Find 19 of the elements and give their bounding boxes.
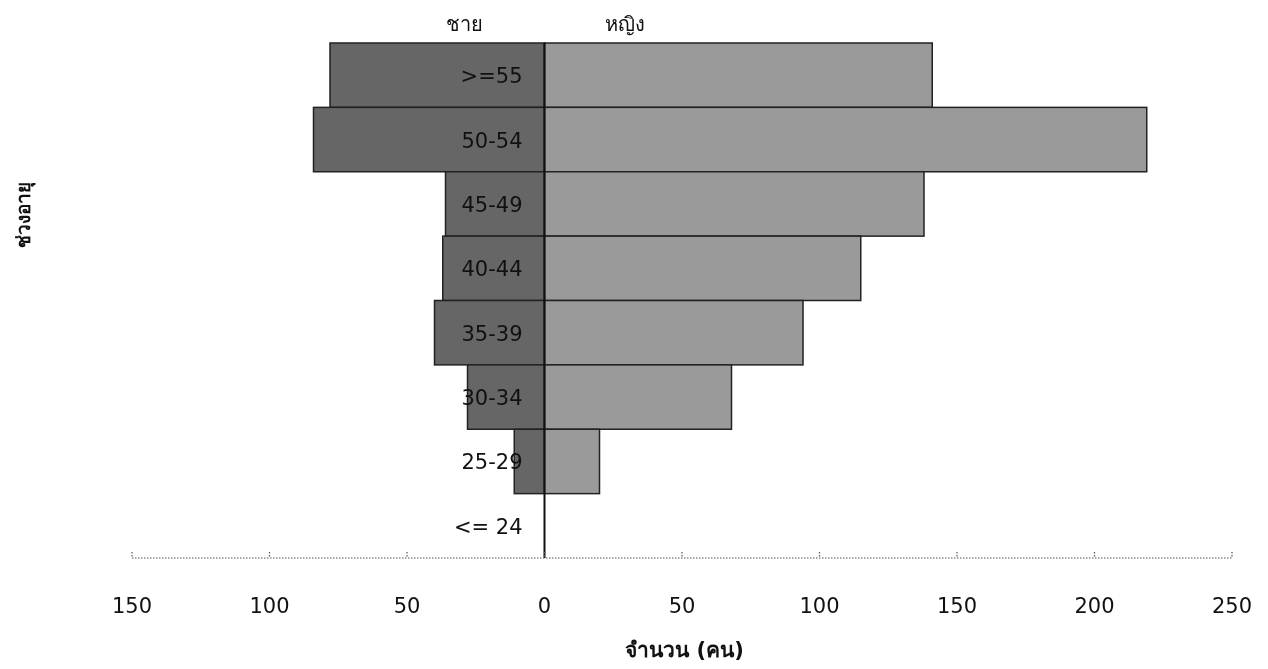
series-label: หญิง bbox=[604, 12, 645, 36]
x-tick-label: 50 bbox=[668, 594, 696, 618]
series-label: ชาย bbox=[446, 12, 483, 36]
y-tick-label: <= 24 bbox=[453, 514, 523, 539]
y-tick-label: 45-49 bbox=[461, 192, 523, 217]
y-axis-title: ช่วงอายุ bbox=[12, 182, 36, 248]
y-tick-label: 40-44 bbox=[461, 257, 523, 282]
x-tick-label: 200 bbox=[1074, 594, 1115, 618]
x-tick-label: 250 bbox=[1211, 594, 1253, 618]
y-tick-label: 35-39 bbox=[461, 321, 523, 346]
x-tick-label: 100 bbox=[799, 594, 840, 618]
x-tick-label: 50 bbox=[393, 594, 421, 618]
x-tick-label: 150 bbox=[111, 594, 153, 618]
x-axis-title: จำนวน (คน) bbox=[625, 638, 744, 662]
y-tick-label: 50-54 bbox=[461, 128, 523, 153]
x-tick-label: 0 bbox=[537, 594, 552, 618]
x-tick-label: 150 bbox=[936, 594, 978, 618]
y-tick-label: >=55 bbox=[460, 64, 523, 89]
x-tick-label: 100 bbox=[249, 594, 290, 618]
